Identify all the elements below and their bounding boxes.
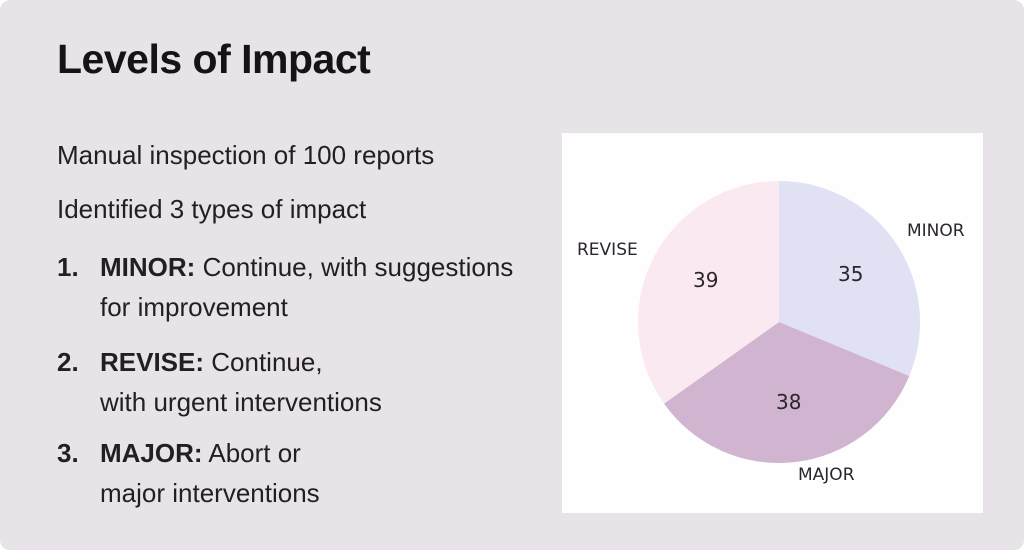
intro-line-1: Manual inspection of 100 reports — [57, 140, 435, 170]
list-number: 2. — [57, 347, 79, 377]
pie-value-minor: 35 — [838, 262, 864, 286]
list-item-revise: 2. REVISE: Continue, with urgent interve… — [57, 342, 382, 422]
list-item-text: REVISE: Continue, with urgent interventi… — [100, 342, 382, 422]
pie-value-major: 38 — [776, 390, 802, 414]
list-item-major: 3. MAJOR: Abort or major interventions — [57, 433, 320, 513]
list-keyword: MAJOR: — [100, 438, 203, 468]
list-line2: major interventions — [100, 478, 320, 508]
pie-slice-minor — [779, 181, 921, 376]
list-line1: Continue, — [211, 347, 323, 377]
page-title: Levels of Impact — [57, 36, 371, 82]
list-number: 1. — [57, 252, 79, 282]
pie-slice-revise — [638, 181, 779, 404]
list-keyword: REVISE: — [100, 347, 205, 377]
list-number: 3. — [57, 438, 79, 468]
list-line1: Abort or — [208, 438, 301, 468]
pie-label-minor: MINOR — [907, 221, 965, 241]
chart-panel: REVISE MINOR MAJOR 35 38 39 — [562, 133, 983, 513]
pie-value-revise: 39 — [693, 268, 719, 292]
list-item-text: MINOR: Continue, with suggestions for im… — [100, 247, 513, 327]
pie-chart — [638, 181, 921, 463]
list-item-minor: 1. MINOR: Continue, with suggestions for… — [57, 247, 513, 327]
list-item-text: MAJOR: Abort or major interventions — [100, 433, 320, 513]
intro-line-2: Identified 3 types of impact — [57, 194, 367, 224]
list-line2: with urgent interventions — [100, 387, 382, 417]
list-line1: Continue, with suggestions — [202, 252, 514, 282]
list-keyword: MINOR: — [100, 252, 196, 282]
list-line2: for improvement — [100, 292, 288, 322]
pie-label-revise: REVISE — [577, 240, 638, 260]
pie-slice-major — [664, 322, 910, 463]
pie-label-major: MAJOR — [798, 465, 855, 485]
